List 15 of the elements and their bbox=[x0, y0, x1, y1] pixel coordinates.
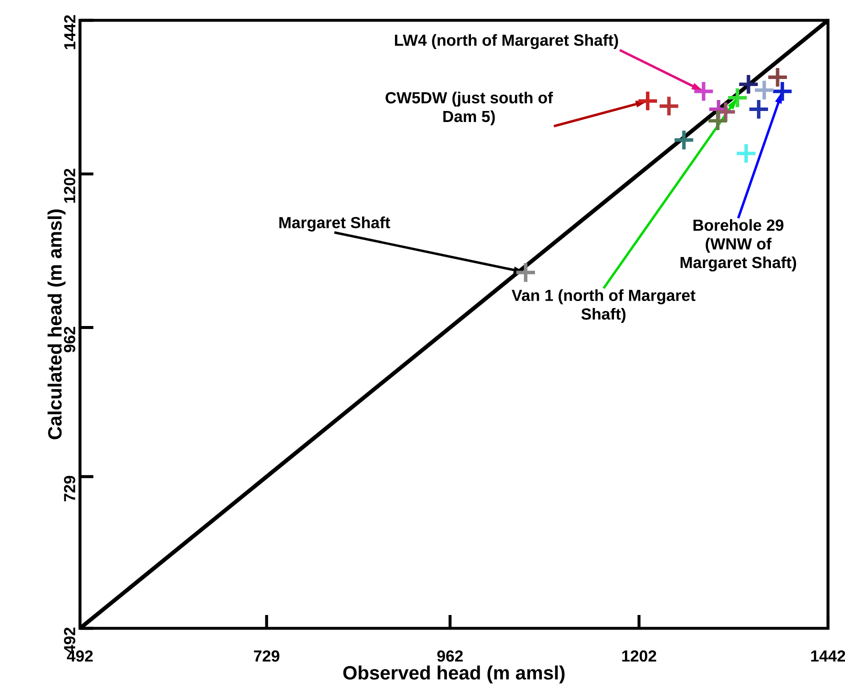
x-tick-label: 729 bbox=[254, 650, 280, 662]
y-tick-label: 962 bbox=[64, 326, 76, 352]
x-axis-title: Observed head (m amsl) bbox=[343, 666, 565, 684]
y-tick-label: 1442 bbox=[64, 15, 76, 50]
y-tick-label: 1202 bbox=[64, 168, 76, 203]
x-tick-label: 962 bbox=[437, 650, 463, 662]
x-tick-label: 1442 bbox=[811, 650, 845, 662]
annotation: CW5DW (just south of Dam 5) bbox=[386, 92, 553, 126]
y-axis-title: Calculated head (m amsl) bbox=[48, 210, 66, 440]
annotation: Borehole 29 (WNW of Margaret Shaft) bbox=[680, 219, 796, 272]
y-tick-label: 729 bbox=[64, 476, 76, 502]
x-tick-label: 1202 bbox=[622, 650, 656, 662]
annotation: Margaret Shaft bbox=[279, 216, 390, 232]
annotation: Van 1 (north of Margaret Shaft) bbox=[512, 289, 696, 323]
annotation: LW4 (north of Margaret Shaft) bbox=[394, 34, 618, 50]
